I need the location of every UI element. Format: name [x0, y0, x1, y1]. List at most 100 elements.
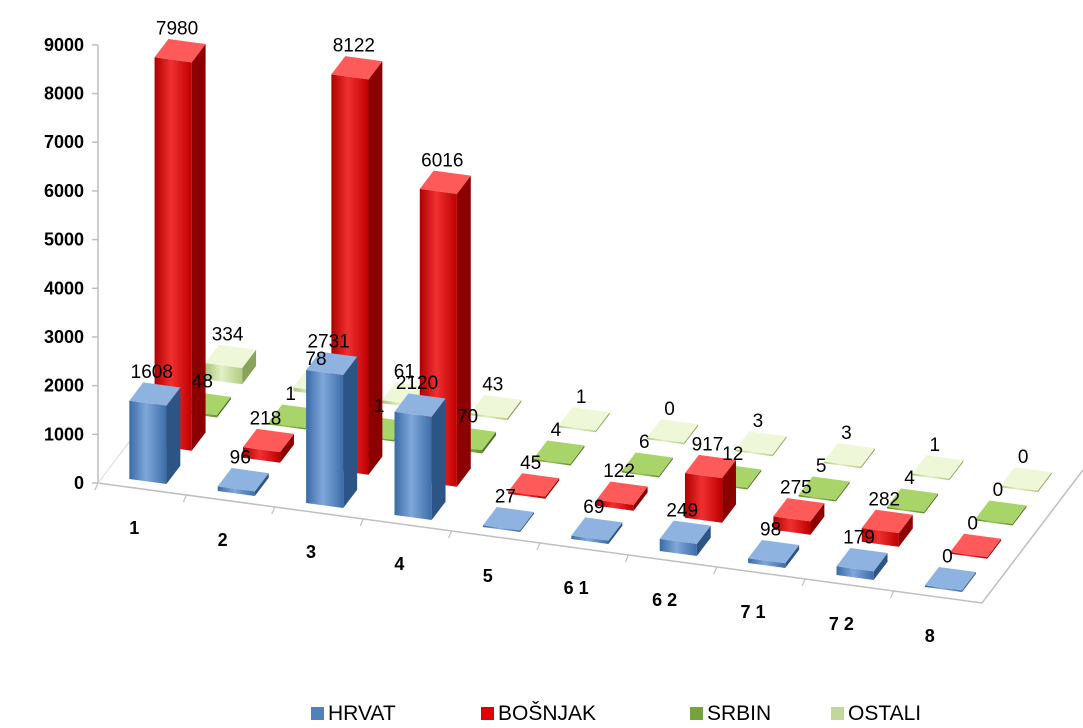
bar-front-face: [154, 57, 192, 451]
bar-front-face: [748, 558, 786, 569]
bar-front-face: [950, 552, 988, 559]
bar-hrvat-7-2: [836, 547, 888, 581]
bar-top-face: [419, 170, 471, 194]
bar-side-face: [835, 481, 850, 502]
bar-top-face: [129, 382, 181, 406]
bar-side-face: [507, 399, 522, 421]
data-label-bosnjak-5: 45: [520, 453, 541, 474]
bar-front-face: [912, 473, 950, 481]
data-label-ostali-1: 334: [212, 324, 244, 345]
data-label-hrvat-6-2: 249: [666, 500, 698, 521]
x-tick-mark: [271, 506, 276, 515]
data-label-srbin-4: 70: [457, 406, 478, 427]
x-tick-label: 1: [129, 518, 139, 538]
legend-item-srbin: SRBIN: [690, 702, 771, 725]
data-label-ostali-4: 43: [482, 375, 503, 396]
data-label-hrvat-6-1: 69: [583, 497, 604, 518]
bar-front-face: [242, 447, 281, 463]
bar-side-face: [520, 512, 534, 533]
bar-top-face: [242, 428, 294, 453]
bar-bosnjak-2: [242, 428, 294, 463]
data-label-hrvat-7-1: 98: [760, 520, 781, 541]
x-tick-mark: [182, 494, 187, 503]
data-label-bosnjak-3: 8122: [333, 36, 375, 57]
bar-top-face: [773, 498, 825, 522]
bar-side-face: [722, 459, 736, 523]
bar-top-face: [1000, 467, 1052, 491]
data-label-ostali-7-1: 3: [841, 423, 852, 444]
bar-top-face: [533, 440, 585, 464]
bar-side-face: [343, 356, 358, 509]
bar-bosnjak-1: [154, 38, 206, 451]
bar-front-face: [836, 566, 874, 581]
bar-side-face: [860, 448, 875, 469]
y-tick-label: 3000: [44, 327, 84, 347]
bar-hrvat-3: [306, 351, 358, 509]
x-tick-label: 6 1: [564, 578, 589, 598]
data-label-ostali-6-1: 0: [664, 399, 675, 420]
bar-srbin-7-2: [887, 488, 939, 514]
data-label-bosnjak-1: 7980: [156, 19, 198, 40]
bar-top-face: [659, 520, 711, 544]
legend-swatch: [311, 707, 324, 720]
bar-bosnjak-7-1: [773, 498, 825, 535]
bar-side-face: [772, 436, 787, 457]
bar-srbin-5: [533, 440, 585, 466]
data-label-srbin-1: 48: [192, 372, 213, 393]
bar-top-face: [924, 567, 976, 591]
data-label-bosnjak-8: 0: [967, 513, 978, 534]
data-label-srbin-2: 1: [285, 384, 296, 405]
y-tick-label: 4000: [44, 278, 84, 298]
bar-front-face: [975, 518, 1013, 526]
bar-side-face: [431, 398, 446, 521]
bar-side-face: [595, 412, 610, 433]
bar-side-face: [216, 396, 231, 418]
legend-label: BOŠNJAK: [498, 702, 596, 725]
bar-ostali-6-2: [735, 431, 787, 457]
data-label-srbin-5: 4: [551, 420, 562, 441]
data-label-hrvat-1: 1608: [131, 362, 173, 383]
bar-bosnjak-8: [950, 533, 1002, 559]
bar-ostali-6-1: [647, 419, 699, 445]
data-label-ostali-2: 78: [305, 349, 326, 370]
bar-ostali-8: [1000, 467, 1052, 493]
bar-side-face: [785, 544, 800, 569]
x-tick-label: 7 2: [829, 614, 854, 634]
bar-side-face: [1012, 505, 1027, 526]
data-label-srbin-7-2: 4: [904, 468, 915, 489]
y-tick-label: 1000: [44, 424, 84, 444]
bar-hrvat-4: [394, 393, 446, 521]
data-label-srbin-7-1: 5: [816, 456, 827, 477]
bar-side-face: [696, 525, 711, 557]
bar-srbin-8: [975, 500, 1027, 526]
bar-top-face: [508, 473, 560, 497]
data-label-srbin-8: 0: [993, 480, 1004, 501]
legend-label: HRVAT: [328, 702, 396, 725]
bar-front-face: [508, 491, 546, 499]
legend-label: OSTALI: [848, 702, 921, 725]
bar-side-face: [898, 514, 913, 547]
chart-axes: 0100020003000400050006000700080009000123…: [44, 35, 1083, 646]
x-tick-mark: [890, 590, 895, 599]
bar-top-face: [912, 455, 964, 479]
bar-side-face: [962, 572, 976, 593]
bar-side-face: [254, 473, 269, 497]
y-tick-label: 5000: [44, 230, 84, 250]
bar-bosnjak-6-2: [684, 454, 736, 523]
bar-top-face: [217, 468, 269, 492]
data-label-ostali-8: 0: [1018, 447, 1029, 468]
bar-bosnjak-7-2: [861, 509, 913, 547]
bar-top-face: [394, 393, 446, 417]
data-label-bosnjak-4: 6016: [421, 150, 463, 171]
bar-front-face: [684, 473, 723, 523]
bar-front-face: [621, 470, 659, 478]
x-tick-mark: [713, 566, 718, 575]
bar-ostali-1: [205, 344, 257, 385]
bar-front-face: [735, 449, 773, 457]
bar-hrvat-2: [217, 468, 269, 497]
bar-top-face: [647, 419, 699, 443]
data-label-hrvat-4: 2120: [396, 373, 438, 394]
bar-front-face: [1000, 485, 1038, 493]
data-label-bosnjak-7-1: 275: [780, 478, 812, 499]
